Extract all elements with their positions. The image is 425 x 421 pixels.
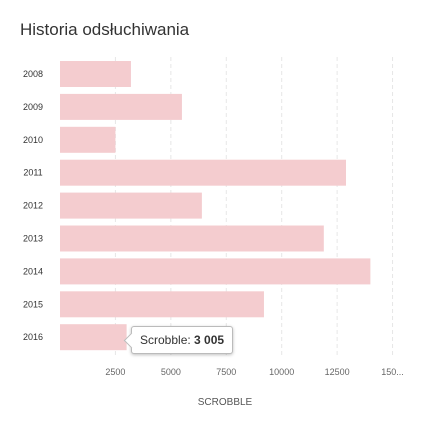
x-tick-label: 2500	[105, 367, 125, 377]
y-label-2013: 2013	[23, 234, 43, 244]
y-label-2015: 2015	[23, 299, 43, 309]
bar-2011[interactable]	[60, 159, 346, 186]
y-label-2014: 2014	[23, 266, 43, 276]
x-tick-label: 5000	[161, 367, 181, 377]
x-tick-label: 7500	[216, 367, 236, 377]
tooltip-value: 3 005	[194, 333, 225, 347]
bar-2013[interactable]	[60, 225, 324, 252]
bar-2015[interactable]	[60, 291, 264, 318]
y-label-2010: 2010	[23, 135, 43, 145]
x-tick-label: 150...	[381, 367, 404, 377]
bar-2016[interactable]	[60, 324, 127, 351]
y-label-2016: 2016	[23, 332, 43, 342]
y-axis-labels: 2008 2009 2010 2011 2012 2013 2014 2015 2016	[23, 69, 43, 342]
y-label-2008: 2008	[23, 69, 43, 79]
bar-2008[interactable]	[60, 61, 131, 87]
bar-2010[interactable]	[60, 126, 116, 153]
bar-2014[interactable]	[60, 258, 371, 285]
x-tick-label: 10000	[269, 367, 294, 377]
x-tick-label: 12500	[325, 367, 350, 377]
y-label-2012: 2012	[23, 201, 43, 211]
x-axis-labels: 2500 5000 7500 10000 12500 150...	[105, 367, 403, 377]
chart-title: Historia odsłuchiwania	[20, 20, 190, 39]
x-axis-title: SCROBBLE	[198, 397, 253, 408]
bar-2012[interactable]	[60, 192, 202, 219]
y-label-2009: 2009	[23, 102, 43, 112]
tooltip-label: Scrobble:	[140, 333, 191, 347]
bar-2009[interactable]	[60, 93, 182, 120]
tooltip: Scrobble: 3 005	[131, 326, 234, 354]
bars	[60, 61, 371, 351]
y-label-2011: 2011	[23, 168, 42, 178]
